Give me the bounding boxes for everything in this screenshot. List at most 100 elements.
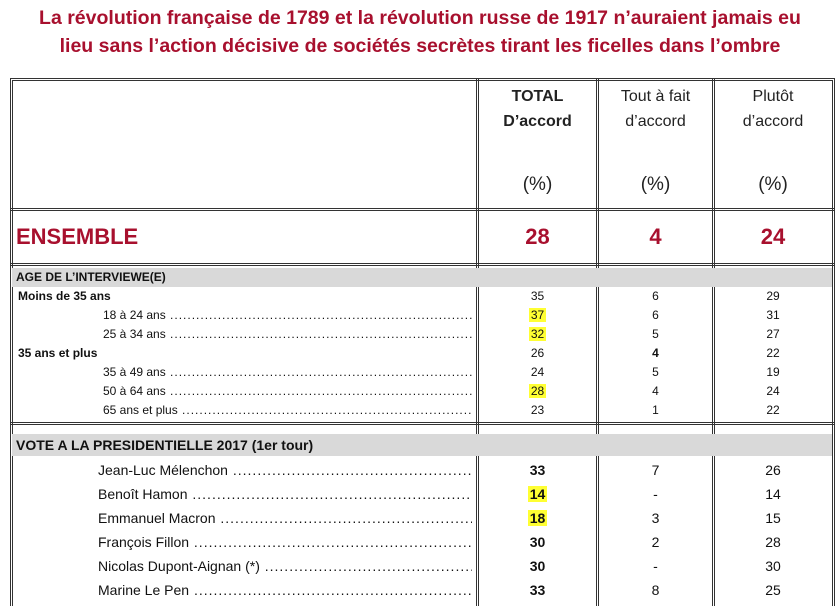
ensemble-divider bbox=[10, 263, 835, 266]
row-label-text: 35 à 49 ans bbox=[103, 365, 166, 379]
row-label-text: 50 à 64 ans bbox=[103, 384, 166, 398]
cell-value: 18 bbox=[527, 510, 548, 526]
ensemble-tout-a-fait: 4 bbox=[649, 224, 662, 249]
table-cell: 30 bbox=[479, 558, 596, 574]
col-unit: (%) bbox=[758, 174, 788, 195]
vote-section-title: VOTE A LA PRESIDENTIELLE 2017 (1er tour) bbox=[16, 437, 314, 453]
row-label: 35 ans et plus bbox=[18, 346, 318, 360]
cell-value: 30 bbox=[765, 558, 781, 574]
results-table: TOTAL D’accord Tout à fait d’accord Plut… bbox=[10, 78, 836, 606]
leader-dots: ........................................… bbox=[170, 327, 472, 341]
table-cell: 22 bbox=[715, 403, 831, 417]
column-divider bbox=[596, 78, 599, 606]
cell-value: 33 bbox=[529, 462, 546, 478]
table-cell: 14 bbox=[715, 486, 831, 502]
row-label: Moins de 35 ans bbox=[18, 289, 318, 303]
table-cell: 30 bbox=[479, 534, 596, 550]
table-cell: 33 bbox=[479, 582, 596, 598]
cell-value: 32 bbox=[528, 327, 547, 341]
cell-value: 37 bbox=[528, 308, 547, 322]
cell-value: 28 bbox=[528, 384, 547, 398]
vote-section-band bbox=[12, 434, 832, 456]
table-cell: 4 bbox=[599, 384, 712, 398]
section-divider bbox=[10, 422, 835, 425]
cell-value: 28 bbox=[765, 534, 781, 550]
table-cell: 25 bbox=[715, 582, 831, 598]
table-cell: 23 bbox=[479, 403, 596, 417]
cell-value: 7 bbox=[651, 462, 660, 478]
row-label: 25 à 34 ans ............................… bbox=[103, 327, 472, 341]
row-label-text: 25 à 34 ans bbox=[103, 327, 166, 341]
leader-dots: ........................................… bbox=[193, 582, 472, 598]
row-label: Emmanuel Macron ........................… bbox=[98, 510, 472, 526]
ensemble-label: ENSEMBLE bbox=[16, 224, 139, 249]
table-cell: 32 bbox=[479, 327, 596, 341]
table-cell: 4 bbox=[599, 346, 712, 360]
row-label-text: 65 ans et plus bbox=[103, 403, 178, 417]
cell-value: 22 bbox=[766, 346, 780, 360]
leader-dots: ........................................… bbox=[182, 403, 472, 417]
table-cell: 37 bbox=[479, 308, 596, 322]
table-cell: 26 bbox=[479, 346, 596, 360]
table-cell: 28 bbox=[715, 534, 831, 550]
table-frame bbox=[10, 78, 835, 606]
page-title: La révolution française de 1789 et la ré… bbox=[0, 4, 840, 60]
row-label: 65 ans et plus .........................… bbox=[103, 403, 472, 417]
row-label-text: François Fillon bbox=[98, 534, 190, 550]
leader-dots: ........................................… bbox=[193, 534, 472, 550]
cell-value: 5 bbox=[652, 365, 659, 379]
cell-value: 1 bbox=[652, 403, 659, 417]
row-label: François Fillon ........................… bbox=[98, 534, 472, 550]
row-label-text: Marine Le Pen bbox=[98, 582, 190, 598]
column-divider bbox=[476, 78, 479, 606]
cell-value: 19 bbox=[766, 365, 780, 379]
leader-dots: ........................................… bbox=[170, 365, 472, 379]
cell-value: 14 bbox=[527, 486, 548, 502]
col-header-plutot: Plutôt d’accord bbox=[715, 84, 831, 134]
col-header-line: d’accord bbox=[625, 113, 686, 130]
cell-value: 30 bbox=[529, 558, 546, 574]
row-label-text: Emmanuel Macron bbox=[98, 510, 216, 526]
table-cell: 31 bbox=[715, 308, 831, 322]
cell-value: 6 bbox=[652, 289, 659, 303]
cell-value: 24 bbox=[766, 384, 780, 398]
cell-value: 4 bbox=[652, 384, 659, 398]
row-label-text: Nicolas Dupont-Aignan (*) bbox=[98, 558, 260, 574]
age-section-band bbox=[12, 268, 832, 287]
cell-value: 30 bbox=[529, 534, 546, 550]
table-cell: 15 bbox=[715, 510, 831, 526]
table-cell: 29 bbox=[715, 289, 831, 303]
table-cell: 5 bbox=[599, 327, 712, 341]
col-header-line: d’accord bbox=[742, 113, 804, 130]
leader-dots: ........................................… bbox=[192, 486, 472, 502]
cell-value: 5 bbox=[652, 327, 659, 341]
cell-value: 33 bbox=[529, 582, 546, 598]
table-cell: 26 bbox=[715, 462, 831, 478]
table-cell: 24 bbox=[715, 384, 831, 398]
row-label-text: 18 à 24 ans bbox=[103, 308, 166, 322]
cell-value: 27 bbox=[766, 327, 780, 341]
row-label: 18 à 24 ans ............................… bbox=[103, 308, 472, 322]
col-header-line: Tout à fait bbox=[620, 88, 691, 105]
ensemble-total: 28 bbox=[525, 224, 550, 249]
col-header-line: Plutôt bbox=[752, 88, 794, 105]
table-cell: 1 bbox=[599, 403, 712, 417]
cell-value: 14 bbox=[765, 486, 781, 502]
table-cell: 27 bbox=[715, 327, 831, 341]
table-cell: 35 bbox=[479, 289, 596, 303]
header-divider bbox=[10, 208, 835, 211]
table-cell: - bbox=[599, 486, 712, 502]
cell-value: - bbox=[653, 558, 658, 574]
leader-dots: ........................................… bbox=[232, 462, 472, 478]
cell-value: 31 bbox=[766, 308, 780, 322]
cell-value: 2 bbox=[651, 534, 660, 550]
table-cell: 22 bbox=[715, 346, 831, 360]
col-header-line: TOTAL bbox=[511, 88, 564, 105]
table-cell: 5 bbox=[599, 365, 712, 379]
cell-value: 25 bbox=[765, 582, 781, 598]
ensemble-plutot: 24 bbox=[760, 224, 786, 249]
table-cell: 8 bbox=[599, 582, 712, 598]
cell-value: 29 bbox=[766, 289, 780, 303]
table-cell: - bbox=[599, 558, 712, 574]
col-header-tout-a-fait: Tout à fait d’accord bbox=[599, 84, 712, 134]
